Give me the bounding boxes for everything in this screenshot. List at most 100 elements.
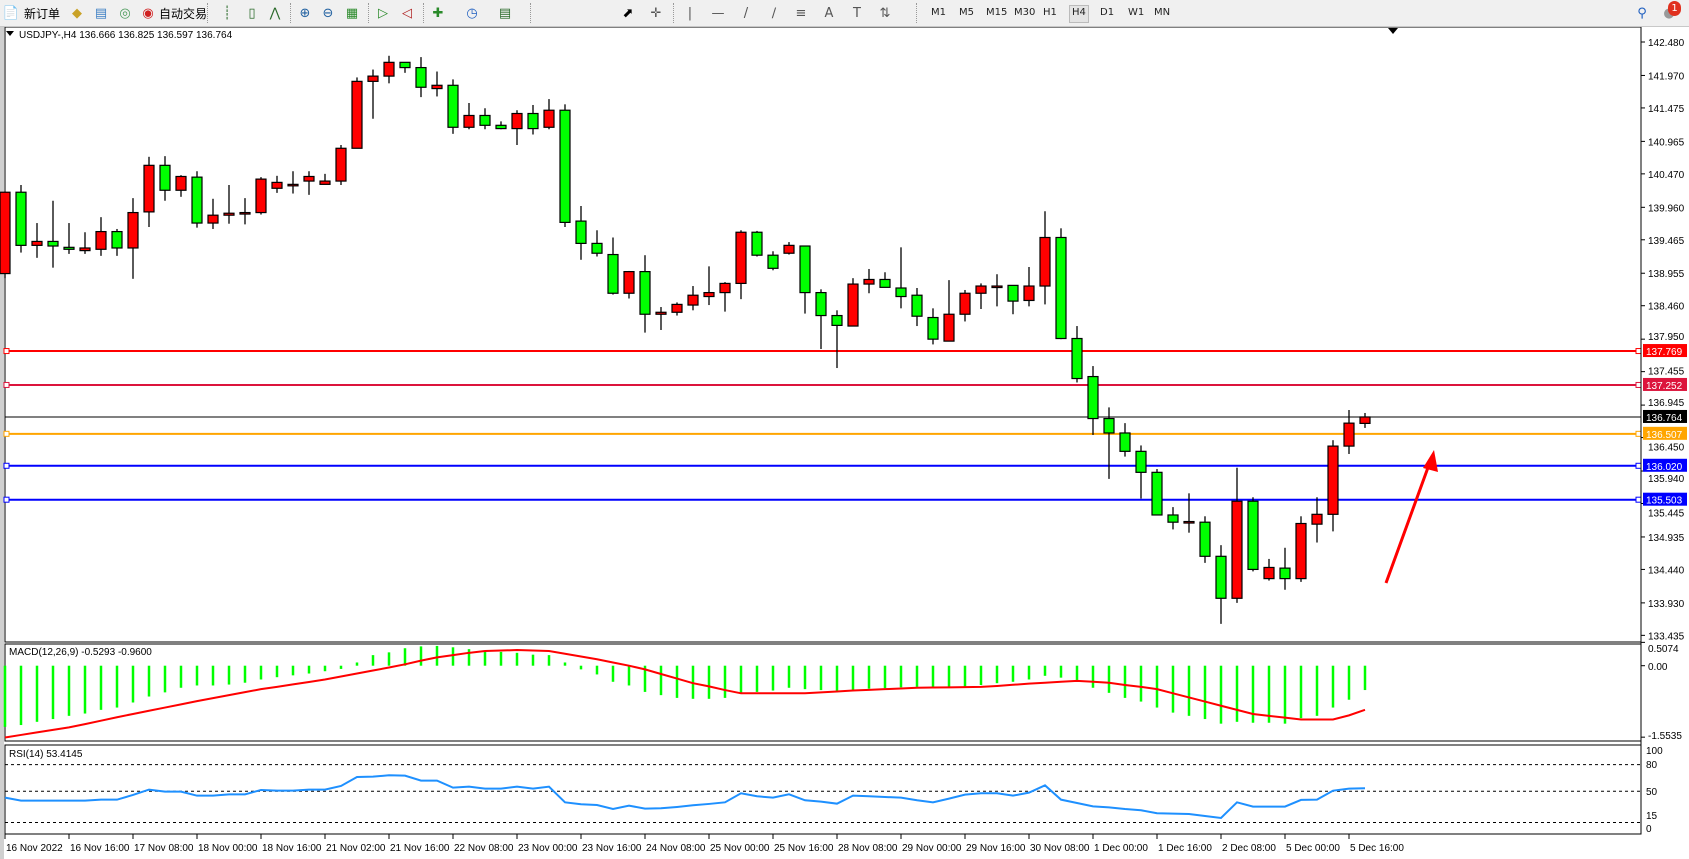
new-order-button[interactable]: 新订单 — [24, 6, 61, 21]
timeframe-d1[interactable]: D1 — [1100, 7, 1115, 18]
navigator-icon[interactable]: ▤ — [94, 5, 108, 21]
chart-shift-marker-icon[interactable] — [1388, 28, 1398, 34]
notification-badge[interactable]: 1 — [1668, 1, 1681, 16]
candle[interactable] — [687, 286, 699, 311]
candle[interactable] — [399, 61, 411, 73]
candle[interactable] — [159, 156, 171, 201]
level-handle-left[interactable] — [3, 430, 10, 437]
level-handle-left[interactable] — [3, 381, 10, 388]
candle[interactable] — [95, 217, 107, 256]
candle[interactable] — [991, 274, 1003, 307]
candle[interactable] — [655, 307, 667, 330]
candle[interactable] — [239, 198, 251, 225]
candle[interactable] — [111, 228, 123, 256]
horizontal-line-icon[interactable]: — — [711, 5, 725, 21]
candle[interactable] — [495, 121, 507, 130]
candle[interactable] — [783, 242, 795, 255]
level-handle-right[interactable] — [1635, 381, 1642, 388]
candle[interactable] — [1343, 410, 1355, 454]
level-handle-right[interactable] — [1635, 430, 1642, 437]
timeframe-m5[interactable]: M5 — [959, 7, 974, 18]
candle[interactable] — [703, 266, 715, 306]
candle[interactable] — [607, 237, 619, 295]
collapse-triangle-icon[interactable] — [6, 31, 14, 36]
candle[interactable] — [1311, 497, 1323, 543]
candle[interactable] — [1135, 445, 1147, 499]
candle[interactable] — [1359, 412, 1371, 428]
chart-shift-icon[interactable]: ▷ — [378, 5, 388, 21]
timeframe-h4[interactable]: H4 — [1069, 5, 1089, 23]
candle[interactable] — [1055, 228, 1067, 340]
rsi-panel[interactable] — [4, 744, 1642, 835]
trendline-icon[interactable]: / — [743, 5, 749, 21]
candle[interactable] — [255, 177, 267, 215]
candle[interactable] — [1183, 493, 1195, 533]
candle[interactable] — [1279, 547, 1291, 590]
autoscroll-icon[interactable]: ◁ — [402, 5, 412, 21]
candle[interactable] — [815, 289, 827, 350]
candle[interactable] — [959, 289, 971, 322]
candle[interactable] — [431, 71, 443, 97]
text-icon[interactable]: A — [824, 5, 834, 21]
timeframe-m1[interactable]: M1 — [931, 7, 946, 18]
candle[interactable] — [0, 191, 11, 279]
signals-icon[interactable]: ◎ — [119, 5, 131, 21]
candle[interactable] — [207, 198, 219, 229]
candle[interactable] — [47, 200, 59, 268]
candle[interactable] — [383, 55, 395, 84]
timeframe-h1[interactable]: H1 — [1043, 7, 1057, 18]
candle[interactable] — [143, 156, 155, 227]
new-order-icon[interactable]: 📄 — [2, 5, 20, 21]
candle[interactable] — [1263, 558, 1275, 581]
candle[interactable] — [463, 103, 475, 130]
candle[interactable] — [559, 104, 571, 227]
vertical-line-icon[interactable]: | — [687, 5, 693, 21]
candle[interactable] — [1199, 516, 1211, 563]
candle[interactable] — [367, 69, 379, 119]
candle[interactable] — [591, 230, 603, 257]
auto-trading-button[interactable]: 自动交易 — [159, 6, 208, 21]
candle[interactable] — [1007, 284, 1019, 315]
candle[interactable] — [1103, 407, 1115, 479]
candle[interactable] — [639, 255, 651, 333]
zoom-out-icon[interactable]: ⊖ — [322, 5, 334, 21]
line-chart-icon[interactable]: ⋀ — [269, 5, 281, 21]
candle[interactable] — [335, 144, 347, 186]
candle[interactable] — [175, 175, 187, 197]
candle[interactable] — [287, 171, 299, 194]
candle[interactable] — [223, 185, 235, 224]
candle[interactable] — [767, 251, 779, 271]
candle[interactable] — [1119, 423, 1131, 457]
candle[interactable] — [79, 232, 91, 254]
candle[interactable] — [911, 288, 923, 327]
candle[interactable] — [191, 171, 203, 228]
cursor-icon[interactable]: ⬈ — [622, 5, 634, 21]
level-handle-left[interactable] — [3, 462, 10, 469]
fibonacci-icon[interactable]: ≡ — [795, 5, 807, 21]
candle[interactable] — [1215, 545, 1227, 624]
candle[interactable] — [303, 171, 315, 195]
candle[interactable] — [1247, 497, 1259, 572]
text-label-icon[interactable]: T — [853, 5, 861, 21]
candle[interactable] — [735, 230, 747, 300]
candle[interactable] — [319, 173, 331, 185]
candlestick-icon[interactable]: ▯ — [248, 5, 256, 21]
candle[interactable] — [1151, 469, 1163, 516]
candle[interactable] — [479, 108, 491, 130]
candle[interactable] — [1039, 211, 1051, 305]
candle[interactable] — [1327, 440, 1339, 532]
level-handle-right[interactable] — [1635, 348, 1642, 355]
candle[interactable] — [1295, 516, 1307, 582]
candle[interactable] — [831, 310, 843, 369]
candle[interactable] — [975, 283, 987, 309]
candle[interactable] — [863, 268, 875, 294]
candle[interactable] — [1231, 467, 1243, 603]
candle[interactable] — [543, 99, 555, 130]
market-watch-icon[interactable]: ◆ — [72, 5, 82, 21]
candle[interactable] — [351, 77, 363, 149]
periods-icon[interactable]: ◷ — [466, 5, 478, 21]
candle[interactable] — [847, 278, 859, 327]
candle[interactable] — [1087, 366, 1099, 435]
candle[interactable] — [1023, 267, 1035, 307]
